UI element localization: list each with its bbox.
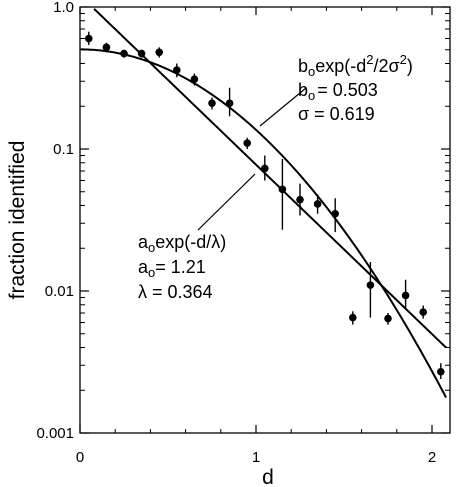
data-point	[366, 281, 375, 289]
gauss-b0-value: bo = 0.503	[298, 80, 378, 103]
x-tick-label: 1	[252, 449, 260, 466]
data-point	[296, 195, 304, 204]
data-point	[437, 367, 445, 376]
data-point	[85, 34, 93, 43]
data-point	[137, 49, 146, 58]
data-point	[190, 75, 199, 84]
data-point	[401, 291, 410, 300]
x-axis-title: d	[262, 466, 274, 487]
data-point	[278, 185, 287, 194]
y-axis-title: fraction identified	[6, 141, 29, 300]
expo-a0-value: ao= 1.21	[138, 257, 206, 280]
data-point	[331, 209, 340, 218]
exponential-fit-curve	[93, 8, 447, 349]
tick-labels: 0 1 2 1.0 0.1 0.01 0.001	[36, 0, 436, 466]
expo-formula: aoexp(-d/λ)	[138, 232, 226, 255]
data-point	[155, 48, 163, 57]
expo-lambda-value: λ = 0.364	[138, 282, 213, 302]
gauss-pointer-line	[259, 87, 307, 127]
gauss-formula: boexp(-d2/2σ2)	[298, 52, 413, 79]
data-point	[419, 308, 428, 316]
data-point	[173, 66, 181, 74]
expo-pointer-line	[197, 173, 256, 231]
data-point	[120, 49, 128, 58]
data-point	[208, 99, 216, 108]
gauss-sigma-value: σ = 0.619	[298, 104, 375, 124]
plot-frame	[79, 6, 451, 434]
data-points	[85, 34, 445, 376]
fit-curves	[79, 8, 447, 399]
data-point	[384, 314, 392, 323]
gaussian-fit-curve	[79, 48, 447, 399]
y-tick-label: 1.0	[53, 0, 74, 16]
data-point	[313, 200, 322, 208]
data-point	[349, 313, 357, 322]
ticks	[79, 6, 450, 434]
y-tick-label: 0.01	[45, 283, 74, 300]
data-point	[243, 139, 251, 147]
x-tick-label: 2	[428, 449, 436, 466]
data-point	[102, 43, 111, 52]
x-tick-label: 0	[76, 449, 84, 466]
y-tick-label: 0.1	[53, 141, 74, 158]
y-tick-label: 0.001	[36, 425, 74, 442]
error-bars	[88, 31, 442, 380]
data-point	[225, 99, 234, 108]
data-point	[261, 164, 269, 173]
